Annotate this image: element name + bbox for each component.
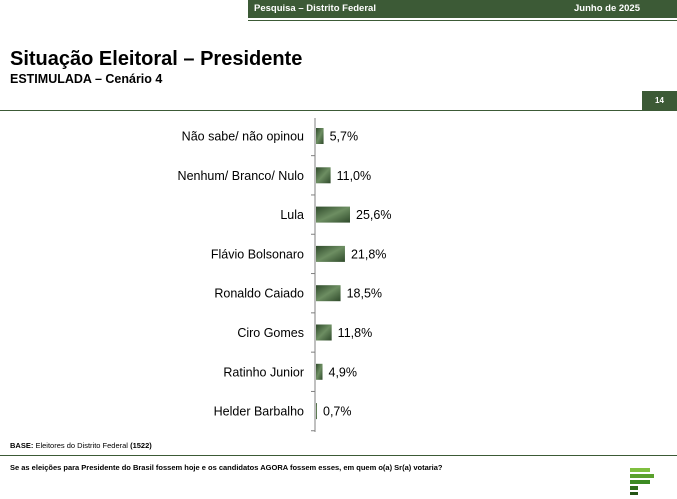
- bar: [316, 363, 323, 380]
- category-label: Ratinho Junior: [223, 365, 304, 379]
- value-label: 5,7%: [330, 130, 359, 144]
- survey-question: Se as eleições para Presidente do Brasil…: [10, 463, 443, 472]
- title-divider: [0, 110, 677, 111]
- category-label: Ronaldo Caiado: [214, 287, 304, 301]
- category-label: Helder Barbalho: [214, 405, 304, 419]
- value-label: 0,7%: [323, 405, 352, 419]
- footer-divider: [0, 455, 677, 456]
- category-label: Lula: [280, 208, 304, 222]
- bar: [316, 206, 350, 223]
- base-count: (1522): [130, 441, 152, 450]
- value-label: 11,0%: [337, 169, 372, 183]
- bar: [316, 285, 341, 302]
- bar: [316, 403, 317, 420]
- bar: [316, 245, 345, 262]
- value-label: 18,5%: [347, 287, 382, 301]
- value-label: 11,8%: [338, 326, 373, 340]
- survey-date: Junho de 2025: [574, 3, 640, 14]
- category-label: Não sabe/ não opinou: [182, 130, 304, 144]
- base-text: Eleitores do Distrito Federal: [35, 441, 128, 450]
- bar: [316, 324, 332, 341]
- header-divider: [248, 20, 677, 21]
- category-label: Ciro Gomes: [237, 326, 304, 340]
- value-label: 4,9%: [329, 365, 358, 379]
- base-note: BASE: Eleitores do Distrito Federal (152…: [10, 441, 152, 450]
- bar-chart: Não sabe/ não opinou 5,7% Nenhum/ Branco/ …: [178, 118, 391, 432]
- page-subtitle: ESTIMULADA – Cenário 4: [10, 72, 163, 86]
- category-label: Flávio Bolsonaro: [211, 247, 304, 261]
- bar: [316, 167, 331, 184]
- survey-name: Pesquisa – Distrito Federal: [254, 3, 376, 14]
- bar: [316, 128, 324, 144]
- page-title: Situação Eleitoral – Presidente: [10, 48, 303, 70]
- base-label: BASE:: [10, 441, 34, 450]
- category-label: Nenhum/ Branco/ Nulo: [178, 169, 305, 183]
- value-label: 25,6%: [356, 208, 391, 222]
- page-number-badge: 14: [642, 91, 677, 110]
- header-bar: Pesquisa – Distrito Federal Junho de 202…: [248, 0, 677, 18]
- institute-logo: [630, 468, 654, 495]
- value-label: 21,8%: [351, 247, 386, 261]
